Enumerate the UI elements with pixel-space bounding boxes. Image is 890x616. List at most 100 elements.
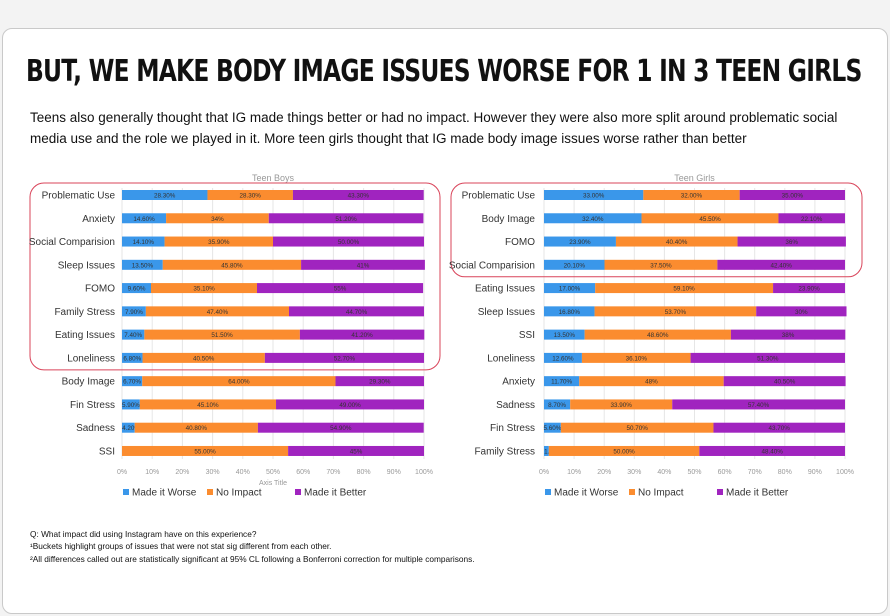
boys-data-label: 44.70% [346, 309, 368, 316]
boys-category-label: Social Comparision [29, 237, 115, 248]
girls-bar-made-it-better [730, 329, 846, 340]
boys-data-label: 45.80% [221, 262, 243, 269]
girls-bar-made-it-better [699, 445, 845, 456]
boys-data-label: 34% [211, 216, 224, 223]
girls-bar-no-impact [615, 236, 738, 247]
boys-data-label: 5.90% [122, 402, 140, 409]
footnote-question: Q: What impact did using Instagram have … [30, 529, 257, 539]
girls-category-label: Social Comparision [449, 260, 535, 271]
girls-data-label: 8.70% [548, 402, 566, 409]
girls-bar-no-impact [579, 376, 724, 387]
girls-data-label: 43.70% [769, 425, 791, 432]
girls-bar-made-it-worse [544, 283, 596, 294]
girls-bar-made-it-worse [544, 306, 595, 317]
boys-data-label: 35.10% [193, 286, 215, 293]
girls-bar-no-impact [641, 213, 779, 224]
boys-data-label: 7.90% [125, 309, 143, 316]
boys-category-label: FOMO [85, 284, 115, 295]
boys-data-label: 64.00% [228, 379, 250, 386]
boys-data-label: 51.20% [335, 216, 357, 223]
girls-bar-no-impact [584, 329, 731, 340]
girls-bar-made-it-worse [544, 445, 549, 456]
boys-legend-label: Made it Worse [132, 488, 197, 499]
girls-bar-made-it-better [756, 306, 847, 317]
girls-bar-made-it-worse [544, 329, 585, 340]
boys-category-label: SSI [99, 446, 115, 457]
girls-data-label: 40.50% [774, 379, 796, 386]
girls-data-label: 37.50% [650, 262, 672, 269]
girls-bar-made-it-worse [544, 352, 582, 363]
boys-data-label: 28.30% [240, 193, 262, 200]
boys-data-label: 7.40% [124, 332, 142, 339]
girls-bar-made-it-better [739, 190, 845, 200]
boys-bar-made-it-better [268, 213, 424, 224]
boys-tick-label: 30% [206, 469, 220, 476]
girls-bar-no-impact [560, 422, 714, 433]
girls-bar-no-impact [604, 259, 718, 270]
boys-category-label: Family Stress [54, 307, 115, 318]
boys-bar-made-it-better [264, 352, 424, 363]
boys-bar-made-it-better [289, 306, 424, 317]
girls-bar-no-impact [643, 190, 740, 200]
girls-tick-label: 0% [539, 469, 549, 476]
girls-data-label: 57.40% [748, 402, 770, 409]
boys-category-label: Loneliness [67, 353, 115, 364]
girls-bar-made-it-better [672, 399, 845, 410]
girls-bar-made-it-worse [544, 399, 571, 410]
boys-bar-made-it-better [335, 376, 424, 387]
girls-category-label: Body Image [482, 214, 536, 225]
girls-bar-made-it-better [737, 236, 846, 247]
boys-bar-no-impact [139, 399, 277, 410]
girls-legend-label: Made it Worse [554, 488, 619, 499]
boys-category-label: Problematic Use [42, 191, 116, 202]
boys-bar-no-impact [144, 329, 300, 340]
boys-axis-title: Axis Title [259, 480, 287, 487]
girls-tick-label: 70% [748, 469, 762, 476]
boys-data-label: 47.40% [207, 309, 229, 316]
slide-card [2, 28, 888, 614]
girls-data-label: 51.30% [757, 355, 779, 362]
girls-category-label: Family Stress [474, 446, 535, 457]
boys-data-label: 41.20% [351, 332, 373, 339]
girls-bar-made-it-better [713, 422, 845, 433]
boys-bar-no-impact [207, 190, 293, 200]
boys-bar-made-it-worse [122, 352, 143, 363]
girls-legend-swatch [717, 489, 723, 495]
girls-legend-swatch [545, 489, 551, 495]
boys-bar-made-it-better [301, 259, 425, 270]
boys-data-label: 28.30% [154, 193, 176, 200]
girls-bar-made-it-better [717, 259, 845, 270]
boys-category-label: Sadness [76, 423, 115, 434]
girls-bar-made-it-worse [544, 259, 605, 270]
boys-tick-label: 100% [415, 469, 433, 476]
boys-data-label: 45% [350, 448, 363, 455]
boys-category-label: Sleep Issues [58, 260, 115, 271]
boys-bar-no-impact [122, 445, 289, 456]
boys-data-label: 6.70% [123, 379, 141, 386]
girls-data-label: 53.70% [665, 309, 687, 316]
girls-bar-no-impact [570, 399, 673, 410]
boys-bar-no-impact [162, 259, 302, 270]
girls-bar-no-impact [594, 306, 757, 317]
girls-data-label: 16.80% [559, 309, 581, 316]
girls-data-label: 32.40% [582, 216, 604, 223]
girls-data-label: 38% [782, 332, 795, 339]
girls-category-label: Loneliness [487, 353, 535, 364]
boys-bar-no-impact [145, 306, 290, 317]
boys-bar-made-it-worse [122, 376, 143, 387]
boys-bar-made-it-worse [122, 306, 146, 317]
boys-tick-label: 50% [266, 469, 280, 476]
boys-bar-made-it-worse [122, 190, 208, 200]
girls-highlight-bucket [450, 182, 863, 278]
boys-data-label: 50.00% [338, 239, 360, 246]
girls-data-label: 17.00% [559, 286, 581, 293]
boys-bar-made-it-better [288, 445, 424, 456]
boys-bar-made-it-better [257, 422, 424, 433]
boys-data-label: 4.20% [122, 425, 140, 432]
girls-data-label: 30% [795, 309, 808, 316]
boys-tick-label: 0% [117, 469, 127, 476]
girls-category-label: Eating Issues [475, 284, 535, 295]
boys-data-label: 52.70% [334, 355, 356, 362]
boys-bar-made-it-better [299, 329, 425, 340]
